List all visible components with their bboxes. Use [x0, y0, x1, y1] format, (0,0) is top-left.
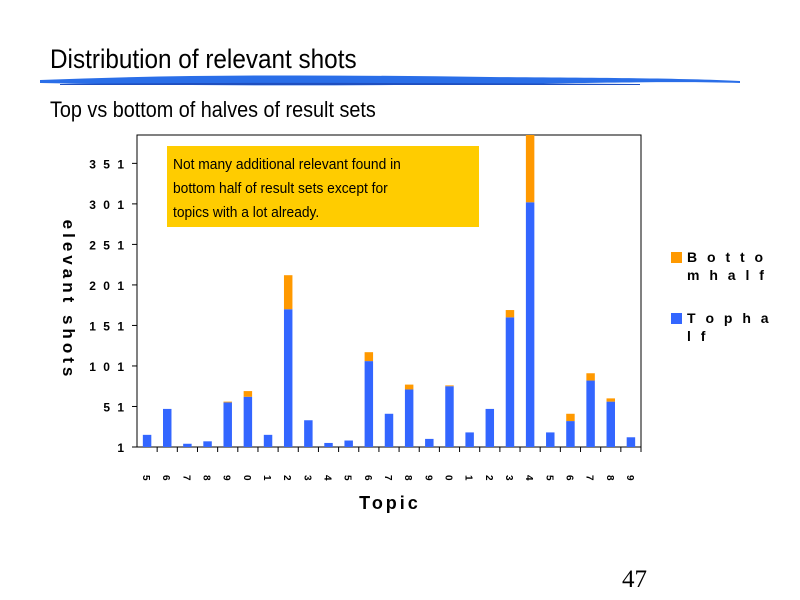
bar-bottom-half: [566, 413, 575, 422]
x-tick-label: 5: [342, 475, 353, 481]
x-tick-label: 6: [362, 475, 373, 481]
legend-item-bottom-half: B o t t o m h a l f: [671, 248, 777, 284]
y-tick-label: 5 1: [103, 400, 126, 414]
bar-bottom-half: [283, 275, 293, 310]
bar-top-half: [163, 408, 172, 447]
x-tick-label: 2: [483, 475, 494, 481]
x-tick-label: 5: [140, 475, 151, 481]
bar-top-half: [183, 443, 192, 447]
x-tick-label: 9: [624, 475, 635, 481]
x-axis-label: Topic: [359, 493, 421, 513]
x-tick-label: 4: [322, 475, 333, 481]
y-tick-label: 2 0 1: [89, 279, 126, 293]
y-tick-label: 3 0 1: [89, 198, 126, 212]
y-tick-label: 1 0 1: [89, 360, 126, 374]
bar-top-half: [586, 380, 595, 447]
bar-top-half: [324, 442, 333, 447]
legend-label-bottom: B o t t o m h a l f: [687, 249, 767, 283]
bar-bottom-half: [243, 391, 253, 397]
bar-bottom-half: [606, 398, 615, 402]
x-tick-label: 3: [301, 475, 312, 481]
bar-top-half: [283, 309, 293, 447]
legend-label-top: T o p h a l f: [687, 310, 772, 344]
bar-bottom-half: [586, 373, 595, 381]
bar-top-half: [203, 441, 212, 447]
x-tick-label: 0: [241, 475, 252, 481]
x-tick-label: 9: [221, 475, 232, 481]
bar-top-half: [243, 396, 253, 447]
bar-top-half: [223, 402, 232, 447]
x-tick-label: 2: [281, 475, 292, 481]
bar-top-half: [626, 437, 636, 447]
annotation-box: Not many additional relevant found in bo…: [167, 146, 479, 227]
x-tick-label: 7: [584, 475, 595, 481]
bar-top-half: [465, 432, 474, 447]
bar-top-half: [566, 421, 575, 447]
legend-item-top-half: T o p h a l f: [671, 309, 777, 345]
x-tick-label: 4: [523, 475, 534, 481]
y-tick-label: 2 5 1: [89, 238, 126, 252]
x-tick-label: 3: [503, 475, 514, 481]
x-tick-label: 5: [543, 475, 554, 481]
x-tick-label: 7: [382, 475, 393, 481]
bar-bottom-half: [445, 385, 454, 387]
bar-top-half: [384, 413, 394, 447]
x-tick-label: 9: [422, 475, 433, 481]
x-tick-label: 8: [604, 475, 615, 481]
legend-swatch-bottom: [671, 252, 682, 263]
slide-subtitle: Top vs bottom of halves of result sets: [50, 97, 376, 122]
x-tick-label: 1: [261, 475, 272, 481]
bar-top-half: [425, 438, 434, 447]
bar-top-half: [304, 420, 313, 447]
bar-bottom-half: [223, 401, 232, 403]
bar-bottom-half: [505, 310, 515, 318]
y-tick-label: 1 5 1: [89, 319, 126, 333]
bar-bottom-half: [364, 352, 374, 362]
bar-top-half: [364, 361, 374, 447]
x-tick-label: 0: [442, 475, 453, 481]
x-tick-label: 6: [160, 475, 171, 481]
y-tick-label: 1: [117, 441, 126, 455]
y-axis-label: elevant shots: [59, 220, 78, 381]
x-tick-label: 6: [563, 475, 574, 481]
bar-top-half: [344, 440, 353, 447]
bar-top-half: [525, 202, 535, 447]
bar-bottom-half: [404, 384, 414, 390]
x-tick-label: 8: [201, 475, 212, 481]
bar-top-half: [606, 401, 615, 447]
bar-top-half: [485, 408, 495, 447]
bar-top-half: [445, 386, 454, 447]
legend-swatch-top: [671, 313, 682, 324]
bar-top-half: [142, 434, 152, 447]
slide-title: Distribution of relevant shots: [50, 44, 357, 74]
annotation-line-3: topics with a lot already.: [173, 204, 320, 221]
page-number: 47: [622, 566, 647, 593]
bar-top-half: [404, 389, 414, 447]
y-tick-label: 3 5 1: [89, 157, 126, 171]
bar-top-half: [263, 434, 273, 447]
x-tick-label: 7: [180, 475, 191, 481]
title-underline-swoosh: [40, 75, 740, 86]
annotation-line-1: Not many additional relevant found in: [173, 156, 401, 173]
bar-top-half: [546, 432, 555, 447]
x-tick-label: 1: [463, 475, 474, 481]
bar-bottom-half: [525, 135, 535, 203]
x-tick-label: 8: [402, 475, 413, 481]
bar-top-half: [505, 317, 515, 447]
annotation-line-2: bottom half of result sets except for: [173, 180, 388, 197]
